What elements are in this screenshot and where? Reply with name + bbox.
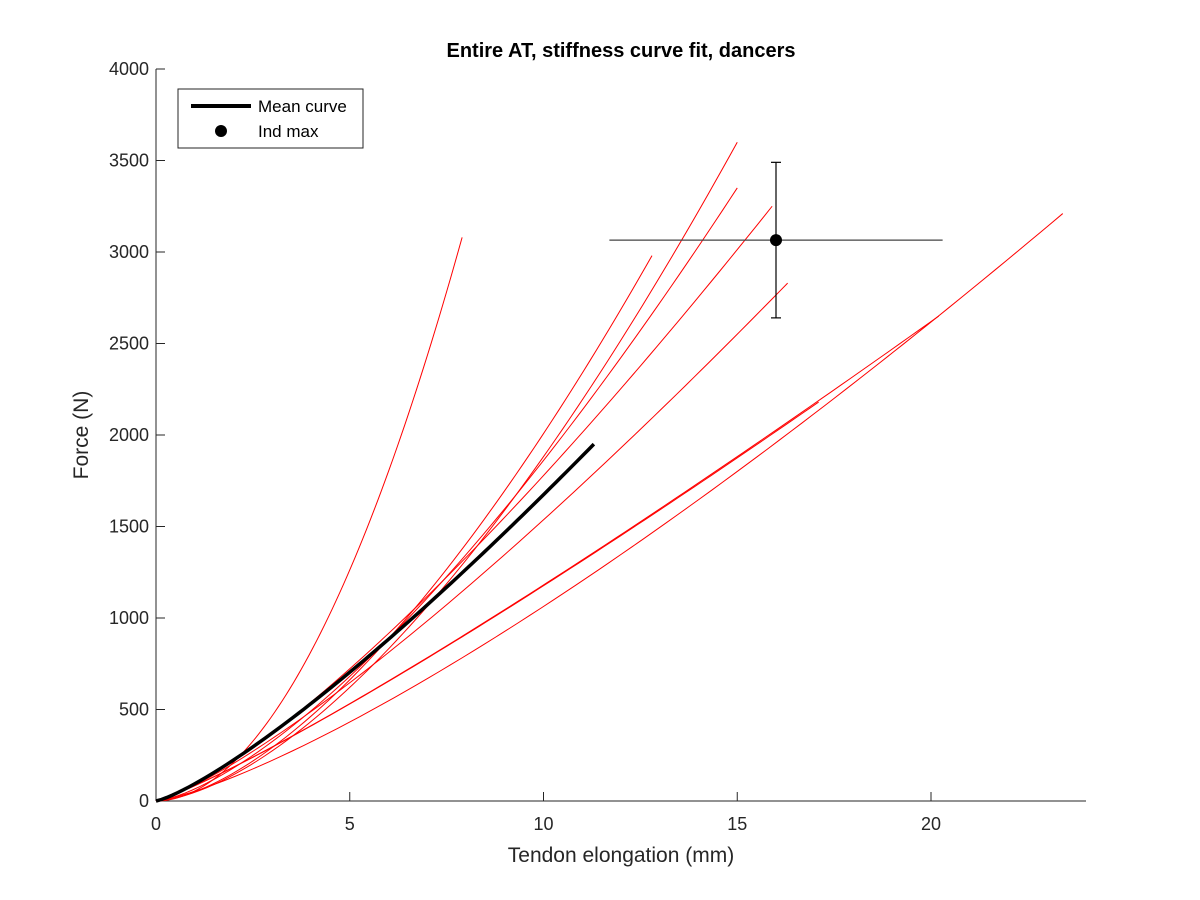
x-tick-label: 15 <box>727 814 747 834</box>
individual-curve-subject-9 <box>155 213 1064 802</box>
mean-curve-line <box>155 442 596 803</box>
x-axis-label: Tendon elongation (mm) <box>508 844 734 867</box>
y-tick-label: 4000 <box>109 59 149 79</box>
y-tick-label: 1000 <box>109 608 149 628</box>
ind-max-errorbars <box>609 161 943 319</box>
individual-curve-subject-4 <box>155 187 738 802</box>
x-tick-label: 20 <box>921 814 941 834</box>
individual-curve-subject-5 <box>155 205 773 802</box>
x-tick-label: 10 <box>533 814 553 834</box>
legend-dot-icon <box>215 125 227 137</box>
legend-box <box>177 88 364 149</box>
individual-curve-subject-6 <box>155 282 788 802</box>
legend: Mean curve Ind max <box>177 88 364 149</box>
individual-curve-subject-2 <box>155 255 653 802</box>
y-axis-label: Force (N) <box>70 391 93 480</box>
chart-title: Entire AT, stiffness curve fit, dancers <box>447 40 796 62</box>
individual-curve-subject-8 <box>155 315 940 802</box>
y-tick-label: 2000 <box>109 425 149 445</box>
y-tick-label: 3000 <box>109 242 149 262</box>
ind-max-point <box>770 234 782 247</box>
legend-indmax-label: Ind max <box>258 122 319 141</box>
individual-curve-subject-1 <box>155 237 463 802</box>
axes: 0 5 10 15 20 0 500 1000 1500 2000 2500 3000 3500 4000 <box>109 59 1086 834</box>
curves <box>155 141 1064 803</box>
y-tick-label: 500 <box>119 700 149 720</box>
individual-curve-subject-3 <box>155 141 738 802</box>
x-tick-label: 5 <box>345 814 355 834</box>
legend-mean-label: Mean curve <box>258 97 347 116</box>
x-tick-label: 0 <box>151 814 161 834</box>
y-tick-label: 2500 <box>109 334 149 354</box>
individual-curve-subject-7 <box>155 401 819 802</box>
y-tick-label: 0 <box>139 791 149 811</box>
y-tick-label: 3500 <box>109 151 149 171</box>
y-tick-label: 1500 <box>109 517 149 537</box>
